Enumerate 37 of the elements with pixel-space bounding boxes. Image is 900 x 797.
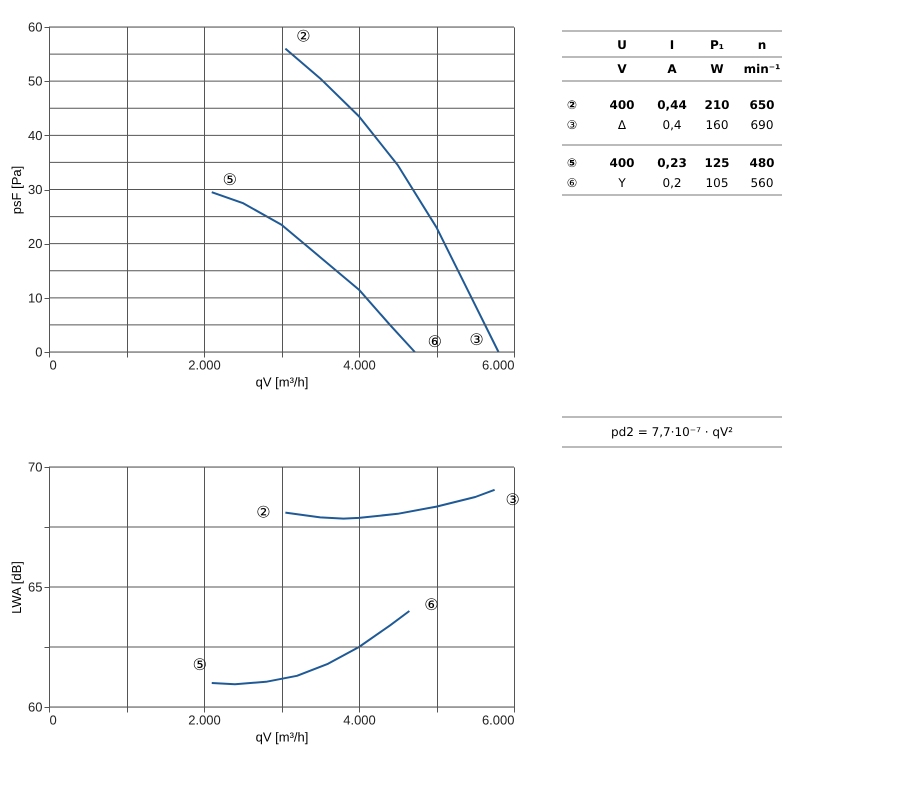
- text: U I P₁ n: [617, 38, 766, 52]
- line-series: [284, 488, 496, 520]
- y-tick-label: 60: [28, 700, 42, 714]
- x-tick-label: 0: [50, 712, 57, 728]
- text: ② 400 0,44 210 650: [566, 98, 775, 112]
- x-tick-label: 0: [50, 358, 57, 372]
- y-tick-label: 40: [28, 128, 42, 143]
- text: ③ Δ 0,4 160 690: [566, 118, 774, 132]
- x-tick-label: 6.000: [482, 712, 514, 728]
- y-tick-label: 10: [28, 290, 42, 306]
- x-tick-label: 2.000: [188, 712, 221, 728]
- y-tick-label: 60: [28, 20, 42, 34]
- y-tick-label: 65: [28, 580, 42, 594]
- y-tick-label: 30: [28, 182, 42, 197]
- line-series: [284, 48, 500, 353]
- annotation: ②: [256, 502, 271, 522]
- annotation: ⑤: [222, 170, 237, 190]
- y-tick-label: 20: [28, 236, 42, 252]
- text: ⑥ Y 0,2 105 560: [566, 176, 774, 190]
- x-tick-label: 2.000: [188, 358, 221, 372]
- x-axis-title: qV [m³/h]: [256, 374, 308, 390]
- text: pd2 = 7,7·10⁻⁷ · qV²: [611, 425, 734, 439]
- x-tick-label: 4.000: [343, 712, 376, 728]
- text: ⑤ 400 0,23 125 480: [566, 156, 775, 170]
- y-tick-label: 50: [28, 74, 42, 89]
- line-series: [210, 191, 416, 353]
- text: V A W min⁻¹: [617, 62, 780, 76]
- annotation: ③: [469, 330, 484, 349]
- y-axis-title: psF [Pa]: [9, 166, 24, 214]
- x-tick-label: 4.000: [343, 358, 376, 372]
- x-axis-title: qV [m³/h]: [256, 730, 308, 744]
- y-tick-label: 70: [28, 460, 42, 474]
- line-series: [210, 610, 410, 686]
- x-tick-label: 6.000: [482, 358, 514, 372]
- annotation: ②: [296, 26, 311, 46]
- y-tick-label: 0: [35, 344, 42, 360]
- y-axis-title: LWA [dB]: [9, 561, 24, 614]
